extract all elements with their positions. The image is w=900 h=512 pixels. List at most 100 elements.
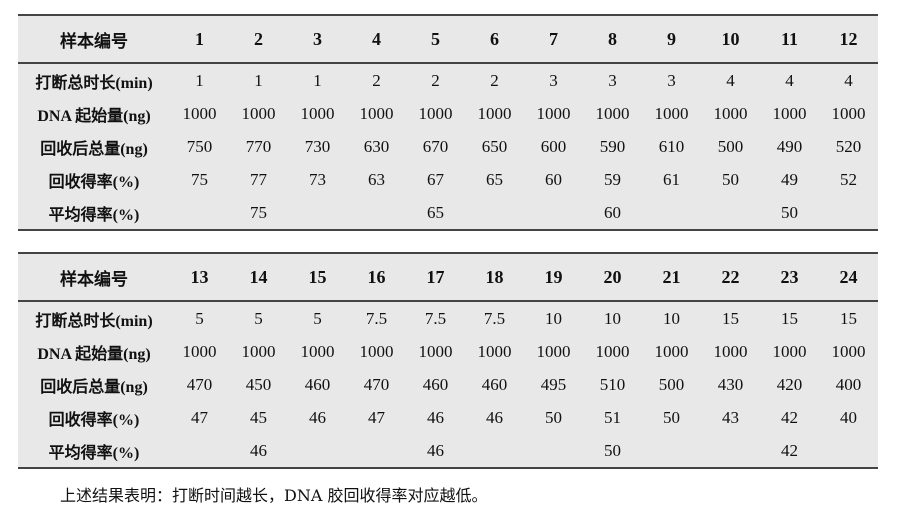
cell-value: 730	[304, 136, 331, 156]
cell-value: 1000	[359, 341, 394, 361]
cell-value: 50	[545, 407, 562, 427]
table-row: 平均得率(%) 46 46 50 42	[18, 434, 878, 468]
sample-number: 16	[347, 253, 406, 302]
cell-value: 3	[608, 70, 617, 90]
cell-value: 47	[368, 407, 385, 427]
sample-number: 2	[229, 15, 288, 64]
cell-value: 77	[250, 169, 267, 189]
row-label: 回收得率(%)	[48, 411, 140, 429]
cell-value	[170, 196, 229, 230]
cell-value: 50	[781, 202, 798, 222]
cell-value: 1000	[477, 341, 512, 361]
cell-value: 1000	[241, 103, 276, 123]
cell-value: 2	[431, 70, 440, 90]
row-label: 平均得率(%)	[48, 444, 140, 462]
sample-number: 23	[760, 253, 819, 302]
cell-value: 65	[427, 202, 444, 222]
cell-value: 59	[604, 169, 621, 189]
cell-value: 1000	[713, 103, 748, 123]
cell-value	[819, 196, 878, 230]
cell-value: 5	[313, 308, 322, 328]
header-label: 样本编号	[18, 253, 170, 302]
cell-value: 15	[840, 308, 857, 328]
cell-value: 1000	[300, 341, 335, 361]
sample-number: 24	[819, 253, 878, 302]
table-row: 打断总时长(min) 5 5 5 7.5 7.5 7.5 10 10 10 15 15 15	[18, 301, 878, 335]
sample-number: 13	[170, 253, 229, 302]
sample-number: 9	[642, 15, 701, 64]
sample-number: 14	[229, 253, 288, 302]
table-row: 打断总时长(min) 1 1 1 2 2 2 3 3 3 4 4 4	[18, 63, 878, 97]
cell-value: 7.5	[483, 308, 506, 328]
cell-value	[524, 196, 583, 230]
cell-value	[288, 196, 347, 230]
cell-value: 1000	[418, 341, 453, 361]
cell-value: 10	[604, 308, 621, 328]
cell-value: 495	[540, 374, 567, 394]
cell-value: 45	[250, 407, 267, 427]
cell-value: 470	[363, 374, 390, 394]
cell-value	[701, 196, 760, 230]
cell-value: 2	[372, 70, 381, 90]
cell-value: 5	[195, 308, 204, 328]
cell-value: 500	[717, 136, 744, 156]
row-label: 回收后总量(ng)	[40, 378, 148, 396]
cell-value: 1000	[418, 103, 453, 123]
header-label: 样本编号	[18, 15, 170, 64]
cell-value: 630	[363, 136, 390, 156]
cell-value	[465, 434, 524, 468]
cell-value	[701, 434, 760, 468]
cell-value: 4	[785, 70, 794, 90]
row-label: DNA 起始量(ng)	[37, 345, 151, 363]
sample-number: 15	[288, 253, 347, 302]
cell-value: 60	[604, 202, 621, 222]
cell-value: 610	[658, 136, 685, 156]
cell-value: 52	[840, 169, 857, 189]
cell-value: 50	[604, 440, 621, 460]
sample-number: 21	[642, 253, 701, 302]
cell-value: 460	[304, 374, 331, 394]
cell-value	[642, 434, 701, 468]
sample-number: 5	[406, 15, 465, 64]
cell-value: 1000	[772, 103, 807, 123]
cell-value: 400	[835, 374, 862, 394]
sample-number: 12	[819, 15, 878, 64]
cell-value	[524, 434, 583, 468]
sample-number: 19	[524, 253, 583, 302]
sample-number: 7	[524, 15, 583, 64]
cell-value: 1000	[595, 103, 630, 123]
cell-value: 2	[490, 70, 499, 90]
cell-value: 520	[835, 136, 862, 156]
cell-value: 490	[776, 136, 803, 156]
cell-value: 1000	[595, 341, 630, 361]
sample-number: 22	[701, 253, 760, 302]
cell-value: 420	[776, 374, 803, 394]
results-table-2: 样本编号 13 14 15 16 17 18 19 20 21 22 23 24 打断总时长(min) 5 5…	[18, 252, 878, 469]
cell-value: 470	[186, 374, 213, 394]
cell-value: 1000	[654, 103, 689, 123]
cell-value: 500	[658, 374, 685, 394]
cell-value: 4	[726, 70, 735, 90]
cell-value: 43	[722, 407, 739, 427]
cell-value: 510	[599, 374, 626, 394]
cell-value: 75	[191, 169, 208, 189]
cell-value: 10	[663, 308, 680, 328]
cell-value: 1000	[241, 341, 276, 361]
cell-value: 450	[245, 374, 272, 394]
cell-value: 460	[481, 374, 508, 394]
row-label: 回收得率(%)	[48, 173, 140, 191]
sample-number: 10	[701, 15, 760, 64]
cell-value: 10	[545, 308, 562, 328]
caption: 上述结果表明：打断时间越长，DNA 胶回收得率对应越低。	[60, 486, 488, 505]
cell-value	[170, 434, 229, 468]
table-row: DNA 起始量(ng) 1000 1000 1000 1000 1000 1000 1000 1…	[18, 335, 878, 368]
cell-value: 3	[667, 70, 676, 90]
cell-value: 40	[840, 407, 857, 427]
cell-value: 770	[245, 136, 272, 156]
cell-value: 7.5	[424, 308, 447, 328]
row-label: 打断总时长(min)	[35, 312, 153, 330]
table-row: 平均得率(%) 75 65 60 50	[18, 196, 878, 230]
header-row: 样本编号 13 14 15 16 17 18 19 20 21 22 23 24	[18, 253, 878, 302]
cell-value: 3	[549, 70, 558, 90]
table-row: 回收后总量(ng) 750 770 730 630 670 650 600 590 610 500 4…	[18, 130, 878, 163]
